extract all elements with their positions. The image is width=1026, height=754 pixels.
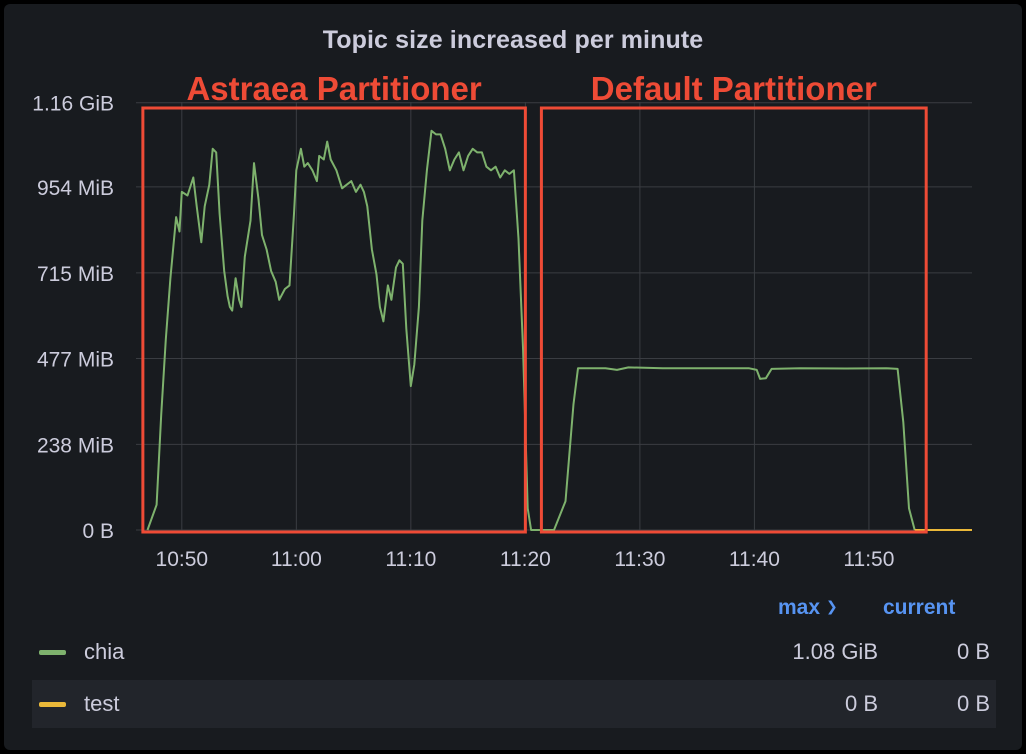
y-tick-label: 0 B [82,520,114,543]
annotation-box [539,106,928,534]
legend-max-value: 1.08 GiB [792,639,878,664]
y-tick-label: 715 MiB [37,263,114,286]
annotations: Astraea Partitioner Default Partitioner [141,70,928,534]
series-color-swatch[interactable] [39,650,66,655]
legend-max-value: 0 B [844,691,878,716]
legend-current-value: 0 B [956,639,990,664]
x-tick-label: 11:40 [729,548,780,571]
y-tick-label: 238 MiB [37,434,114,457]
legend-sort-max[interactable]: max ❯ [778,596,838,619]
chevron-down-icon: ❯ [826,598,838,614]
chart-series [146,129,972,531]
x-tick-label: 11:10 [385,548,436,571]
legend-row-test[interactable]: test 0 B 0 B [32,680,996,728]
x-tick-label: 10:50 [156,548,209,571]
x-tick-label: 11:50 [843,548,894,571]
x-axis: 10:50 11:00 11:10 11:20 11:30 11:40 11:50 [156,548,895,571]
chart-grid [136,102,972,531]
y-axis: 0 B 238 MiB 477 MiB 715 MiB 954 MiB 1.16 GiB [32,93,114,543]
x-tick-label: 11:20 [500,548,551,571]
series-color-swatch[interactable] [39,702,66,707]
annotation-box [141,106,527,534]
y-tick-label: 477 MiB [37,348,114,371]
x-tick-label: 11:00 [271,548,322,571]
graph-panel: Topic size increased per minute 0 B 238 M… [4,4,1022,750]
annotation-label: Default Partitioner [591,70,877,107]
y-tick-label: 954 MiB [37,177,114,200]
x-tick-label: 11:30 [614,548,665,571]
legend-header: max ❯ current [4,596,1022,624]
legend-sort-current[interactable]: current [883,596,956,619]
series-line-chia [146,129,916,531]
y-tick-label: 1.16 GiB [32,93,114,116]
legend-series-name[interactable]: chia [84,639,125,664]
annotation-label: Astraea Partitioner [186,70,481,107]
panel-title[interactable]: Topic size increased per minute [322,26,704,54]
legend-series-name[interactable]: test [84,691,120,716]
legend-row-chia[interactable]: chia 1.08 GiB 0 B [32,628,996,676]
legend-current-value: 0 B [956,691,990,716]
